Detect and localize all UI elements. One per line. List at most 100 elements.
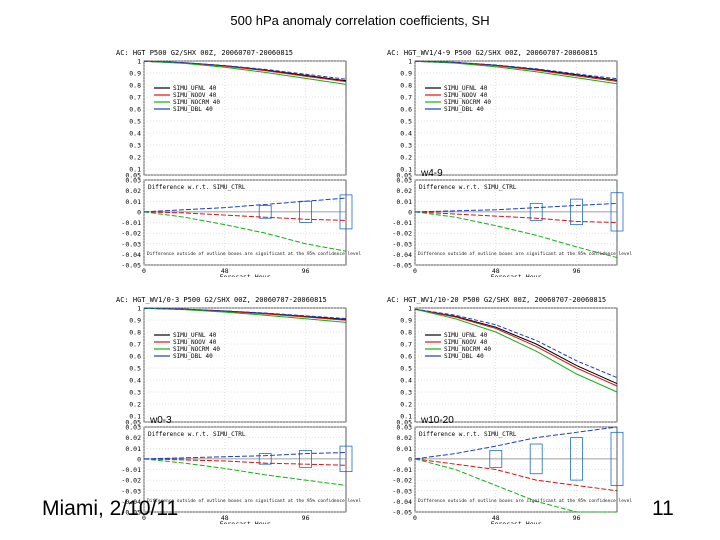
confidence-box [570, 437, 584, 481]
top-ytick-label: 0.05 [396, 172, 412, 180]
chart-title: AC: HGT P500 G2/SHX 00Z, 20060707-200608… [116, 49, 293, 57]
diff-ytick-label: -0.02 [392, 230, 412, 238]
diff-ytick-label: -0.04 [121, 498, 141, 506]
diff-ytick-label: -0.02 [121, 230, 141, 238]
top-ytick-label: 0.6 [129, 353, 141, 361]
x-axis-label: Forecast Hour [220, 520, 271, 524]
diff-ytick-label: 0.01 [125, 198, 141, 206]
confidence-box [339, 445, 353, 473]
series-line-simu-noov [143, 60, 347, 83]
diff-ytick-label: -0.05 [392, 262, 412, 270]
top-ytick-label: 0.7 [129, 341, 141, 349]
xtick-label: 96 [302, 514, 310, 522]
diff-ytick-label: -0.03 [121, 487, 141, 495]
chart-svg-w0-3: AC: HGT_WV1/0-3 P500 G2/SHX 00Z, 2006070… [116, 296, 361, 524]
top-ytick-label: 0.1 [400, 166, 412, 174]
diff-ytick-label: 0.02 [125, 187, 141, 195]
top-ytick-label: 1 [408, 305, 412, 313]
diff-ytick-label: -0.03 [392, 240, 412, 248]
series-line-simu-nocrm [414, 308, 618, 393]
series-line-simu-dbl [414, 308, 618, 379]
diff-ytick-label: -0.04 [392, 251, 412, 259]
top-ytick-label: 0.9 [129, 317, 141, 325]
overlay-label: w10-20 [420, 415, 454, 426]
significance-footnote: Difference outside of outline boxes are … [147, 251, 361, 257]
legend-label: SIMU_NOOV 40 [173, 92, 217, 99]
legend-label: SIMU_UFNL 40 [173, 332, 217, 339]
diff-ytick-label: -0.02 [121, 477, 141, 485]
top-ytick-label: 0.2 [400, 154, 412, 162]
chart-panel-w4-9: AC: HGT_WV1/4-9 P500 G2/SHX 00Z, 2006070… [383, 45, 641, 277]
x-axis-label: Forecast Hour [220, 273, 271, 277]
diff-ytick-label: -0.03 [392, 487, 412, 495]
confidence-box [610, 192, 624, 232]
xtick-label: 0 [413, 267, 417, 275]
confidence-box [610, 431, 624, 486]
top-ytick-label: 0.3 [400, 389, 412, 397]
diff-line-simu-noov [143, 211, 347, 221]
top-ytick-label: 0.5 [129, 365, 141, 373]
series-line-simu-dbl [143, 307, 347, 320]
diff-ytick-label: -0.03 [121, 240, 141, 248]
diff-ytick-label: -0.05 [392, 509, 412, 517]
diff-ytick-label: -0.01 [392, 219, 412, 227]
diff-ytick-label: 0.01 [396, 198, 412, 206]
top-ytick-label: 0.4 [400, 377, 412, 385]
overlay-label: w0-3 [149, 415, 172, 426]
series-line-simu-dbl [143, 60, 347, 80]
chart-panel-ac: AC: HGT P500 G2/SHX 00Z, 20060707-200608… [112, 45, 370, 277]
diff-line-simu-dbl [143, 452, 347, 460]
diff-ytick-label: -0.04 [392, 498, 412, 506]
series-line-simu-noov [414, 60, 618, 82]
top-ytick-label: 0.5 [129, 118, 141, 126]
top-plot-frame [143, 60, 347, 176]
diff-ytick-label: -0.01 [121, 219, 141, 227]
chart-title: AC: HGT_WV1/4-9 P500 G2/SHX 00Z, 2006070… [387, 49, 598, 57]
series-line-simu-nocrm [414, 60, 618, 85]
legend-label: SIMU_DBL 40 [444, 106, 484, 113]
chart-title: AC: HGT_WV1/10-20 P500 G2/SHX 00Z, 20060… [387, 296, 606, 304]
xtick-label: 0 [142, 267, 146, 275]
top-ytick-label: 0.1 [129, 166, 141, 174]
top-ytick-label: 0.9 [400, 317, 412, 325]
chart-svg-w4-9: AC: HGT_WV1/4-9 P500 G2/SHX 00Z, 2006070… [387, 49, 632, 277]
diff-ytick-label: 0.02 [396, 434, 412, 442]
diff-line-simu-dbl [143, 197, 347, 213]
diff-ytick-label: 0 [137, 455, 141, 463]
legend-label: SIMU_DBL 40 [173, 106, 213, 113]
diff-ytick-label: -0.05 [121, 262, 141, 270]
top-ytick-label: 0.8 [129, 82, 141, 90]
footer-location-date: Miami, 2/10/11 [42, 497, 179, 520]
top-ytick-label: 0.9 [400, 70, 412, 78]
diff-ytick-label: -0.05 [121, 509, 141, 517]
top-ytick-label: 0.6 [400, 106, 412, 114]
top-ytick-label: 0.4 [129, 377, 141, 385]
top-ytick-label: 0.3 [129, 389, 141, 397]
significance-footnote: Difference outside of outline boxes are … [418, 251, 632, 257]
series-line-simu-dbl [414, 60, 618, 80]
top-plot-frame [414, 60, 618, 176]
legend-label: SIMU_DBL 40 [444, 353, 484, 360]
legend-label: SIMU_NOOV 40 [173, 339, 217, 346]
series-line-simu-nocrm [143, 307, 347, 323]
diff-ytick-label: -0.01 [121, 466, 141, 474]
diff-ytick-label: 0.02 [125, 434, 141, 442]
series-line-simu-noov [414, 308, 618, 387]
legend-label: SIMU_UFNL 40 [444, 332, 488, 339]
top-ytick-label: 0.3 [400, 142, 412, 150]
slide-title: 500 hPa anomaly correlation coefficients… [230, 13, 490, 28]
diff-panel-title: Difference w.r.t. SIMU_CTRL [419, 184, 517, 191]
confidence-box [570, 198, 584, 226]
xtick-label: 48 [492, 514, 500, 522]
confidence-box [299, 449, 313, 468]
slide-number: 11 [652, 497, 674, 520]
diff-line-simu-nocrm [414, 458, 617, 513]
legend-label: SIMU_NOCRM 40 [444, 99, 491, 106]
diff-ytick-label: 0.03 [396, 424, 412, 432]
confidence-box [258, 453, 272, 465]
top-ytick-label: 0.2 [400, 401, 412, 409]
xtick-label: 96 [573, 267, 581, 275]
xtick-label: 48 [221, 267, 229, 275]
top-ytick-label: 0.6 [129, 106, 141, 114]
diff-line-simu-nocrm [414, 211, 618, 259]
